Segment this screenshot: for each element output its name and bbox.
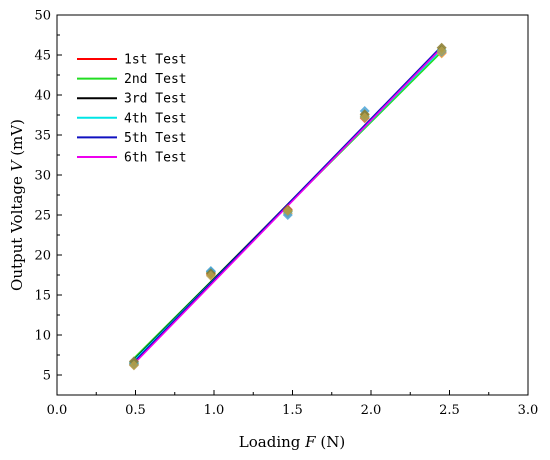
data-point xyxy=(359,112,370,123)
legend-label: 1st Test xyxy=(124,53,187,68)
y-tick-label: 15 xyxy=(34,289,51,304)
y-tick-label: 40 xyxy=(34,89,51,104)
x-tick-label: 2.0 xyxy=(361,403,382,418)
y-tick-label: 20 xyxy=(34,249,51,264)
data-point xyxy=(128,360,139,371)
data-point xyxy=(205,270,216,281)
y-tick-label: 45 xyxy=(34,49,51,64)
axes: 0.0 0.5 1.0 1.5 2.0 2.5 3.0 5 10 15 20 25 30 35 40 45 50 xyxy=(34,9,538,419)
legend-label: 4th Test xyxy=(124,111,187,126)
legend-label: 5th Test xyxy=(124,131,187,146)
x-tick-label: 1.5 xyxy=(282,403,303,418)
fit-line xyxy=(133,45,443,363)
legend-label: 2nd Test xyxy=(124,72,187,87)
legend-label: 3rd Test xyxy=(124,92,187,107)
x-tick-label: 1.0 xyxy=(204,403,225,418)
x-tick-label: 0.5 xyxy=(125,403,146,418)
y-tick-label: 10 xyxy=(34,329,51,344)
y-axis-label: Output Voltage V (mV) xyxy=(8,119,26,291)
data-point xyxy=(282,206,293,216)
y-tick-label: 30 xyxy=(34,169,51,184)
x-axis-label: Loading F (N) xyxy=(239,433,345,451)
legend: 1st Test 2nd Test 3rd Test 4th Test 5th Test… xyxy=(77,53,187,166)
y-tick-label: 25 xyxy=(34,209,51,224)
x-tick-label: 3.0 xyxy=(518,403,539,418)
y-tick-label: 35 xyxy=(34,129,51,144)
y-tick-label: 50 xyxy=(34,9,51,24)
x-tick-label: 0.0 xyxy=(47,403,68,418)
data-point xyxy=(436,46,447,56)
x-tick-label: 2.5 xyxy=(439,403,460,418)
y-tick-label: 5 xyxy=(43,369,51,384)
data-markers xyxy=(128,42,447,371)
legend-label: 6th Test xyxy=(124,151,187,166)
